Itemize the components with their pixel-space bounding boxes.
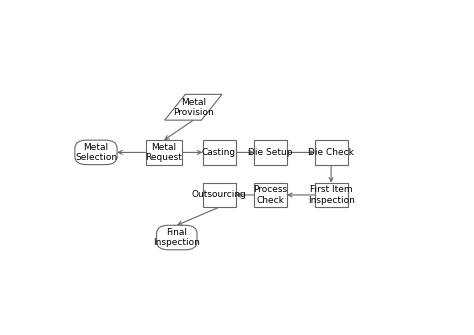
Text: Final
Inspection: Final Inspection: [154, 228, 200, 247]
FancyArrowPatch shape: [182, 150, 201, 154]
Bar: [202, 140, 236, 165]
FancyArrowPatch shape: [118, 150, 146, 154]
Polygon shape: [164, 94, 222, 120]
FancyArrowPatch shape: [165, 120, 193, 139]
Bar: [254, 140, 287, 165]
Bar: [202, 183, 236, 207]
Bar: [315, 140, 347, 165]
Bar: [315, 183, 347, 207]
Text: Outsourcing: Outsourcing: [191, 191, 246, 199]
Text: Process
Check: Process Check: [254, 185, 288, 205]
FancyArrowPatch shape: [237, 193, 254, 197]
FancyBboxPatch shape: [156, 225, 197, 250]
Text: Casting: Casting: [202, 148, 236, 157]
Text: First Item
Inspection: First Item Inspection: [308, 185, 355, 205]
Bar: [146, 140, 182, 165]
FancyBboxPatch shape: [75, 140, 117, 165]
FancyArrowPatch shape: [178, 207, 219, 225]
FancyArrowPatch shape: [236, 150, 253, 154]
Text: Die Check: Die Check: [308, 148, 354, 157]
FancyArrowPatch shape: [329, 165, 333, 182]
Text: Metal
Selection: Metal Selection: [75, 143, 117, 162]
Text: Die Setup: Die Setup: [248, 148, 293, 157]
Text: Metal
Provision: Metal Provision: [173, 97, 214, 117]
Text: Metal
Request: Metal Request: [146, 143, 182, 162]
FancyArrowPatch shape: [287, 150, 313, 154]
FancyArrowPatch shape: [288, 193, 315, 197]
Bar: [254, 183, 287, 207]
